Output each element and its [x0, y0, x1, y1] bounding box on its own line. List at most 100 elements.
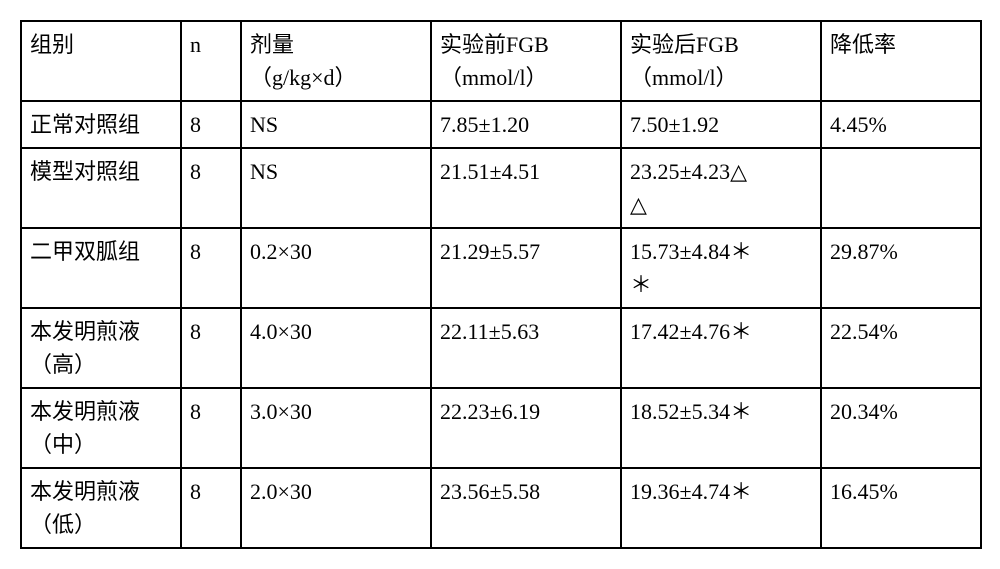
header-text: 剂量 — [250, 28, 422, 61]
cell-group: 模型对照组 — [21, 148, 181, 228]
cell-text: 8 — [190, 315, 232, 348]
cell-rate: 16.45% — [821, 468, 981, 548]
cell-post: 23.25±4.23△△ — [621, 148, 821, 228]
cell-text: 16.45% — [830, 475, 972, 508]
cell-text: 20.34% — [830, 395, 972, 428]
table-row: 本发明煎液（高） 8 4.0×30 22.11±5.63 17.42±4.76＊ 22.5… — [21, 308, 981, 388]
cell-n: 8 — [181, 101, 241, 148]
table-header-row: 组别 n 剂量 （g/kg×d） 实验前FGB （mmol/l） 实验后FGB … — [21, 21, 981, 101]
col-header-post: 实验后FGB （mmol/l） — [621, 21, 821, 101]
cell-pre: 7.85±1.20 — [431, 101, 621, 148]
cell-group: 正常对照组 — [21, 101, 181, 148]
cell-dose: NS — [241, 101, 431, 148]
cell-text: 本发明煎液 — [30, 475, 172, 508]
cell-text: △ — [630, 188, 812, 221]
cell-dose: 3.0×30 — [241, 388, 431, 468]
cell-post: 18.52±5.34＊ — [621, 388, 821, 468]
cell-text: 4.45% — [830, 108, 972, 141]
cell-post: 7.50±1.92 — [621, 101, 821, 148]
cell-text: 0.2×30 — [250, 235, 422, 268]
cell-text: 29.87% — [830, 235, 972, 268]
header-sub: （g/kg×d） — [250, 61, 422, 94]
cell-text: 正常对照组 — [30, 108, 172, 141]
cell-rate: 20.34% — [821, 388, 981, 468]
cell-text: 4.0×30 — [250, 315, 422, 348]
cell-text: （中） — [30, 428, 172, 461]
cell-n: 8 — [181, 388, 241, 468]
cell-text: 18.52±5.34＊ — [630, 395, 812, 428]
header-text: 降低率 — [830, 28, 972, 61]
cell-text: 本发明煎液 — [30, 395, 172, 428]
cell-text: 8 — [190, 235, 232, 268]
cell-n: 8 — [181, 148, 241, 228]
cell-n: 8 — [181, 308, 241, 388]
cell-dose: 2.0×30 — [241, 468, 431, 548]
header-sub: （mmol/l） — [630, 61, 812, 94]
cell-text: 23.25±4.23△ — [630, 155, 812, 188]
data-table: 组别 n 剂量 （g/kg×d） 实验前FGB （mmol/l） 实验后FGB … — [20, 20, 982, 549]
cell-text: （高） — [30, 348, 172, 381]
cell-post: 19.36±4.74＊ — [621, 468, 821, 548]
cell-group: 二甲双胍组 — [21, 228, 181, 308]
cell-post: 17.42±4.76＊ — [621, 308, 821, 388]
cell-text: 23.56±5.58 — [440, 475, 612, 508]
cell-text: 二甲双胍组 — [30, 235, 172, 268]
cell-group: 本发明煎液（中） — [21, 388, 181, 468]
cell-dose: NS — [241, 148, 431, 228]
col-header-dose: 剂量 （g/kg×d） — [241, 21, 431, 101]
cell-text: 21.29±5.57 — [440, 235, 612, 268]
col-header-group: 组别 — [21, 21, 181, 101]
cell-dose: 0.2×30 — [241, 228, 431, 308]
cell-text: 7.50±1.92 — [630, 108, 812, 141]
col-header-pre: 实验前FGB （mmol/l） — [431, 21, 621, 101]
cell-text: 模型对照组 — [30, 155, 172, 188]
cell-post: 15.73±4.84＊＊ — [621, 228, 821, 308]
cell-text: 22.11±5.63 — [440, 315, 612, 348]
cell-text: ＊ — [630, 268, 812, 301]
cell-text: 19.36±4.74＊ — [630, 475, 812, 508]
cell-text: 8 — [190, 395, 232, 428]
cell-text: 8 — [190, 108, 232, 141]
cell-rate: 22.54% — [821, 308, 981, 388]
table-body: 正常对照组 8 NS 7.85±1.20 7.50±1.92 4.45% 模型对照组 8 NS 2… — [21, 101, 981, 548]
table-row: 模型对照组 8 NS 21.51±4.51 23.25±4.23△△ — [21, 148, 981, 228]
cell-text: NS — [250, 108, 422, 141]
cell-group: 本发明煎液（高） — [21, 308, 181, 388]
cell-text: 8 — [190, 155, 232, 188]
cell-text: 本发明煎液 — [30, 315, 172, 348]
cell-text: 21.51±4.51 — [440, 155, 612, 188]
cell-n: 8 — [181, 228, 241, 308]
cell-text: 22.23±6.19 — [440, 395, 612, 428]
header-sub: （mmol/l） — [440, 61, 612, 94]
header-text: n — [190, 28, 232, 61]
cell-text: 17.42±4.76＊ — [630, 315, 812, 348]
cell-dose: 4.0×30 — [241, 308, 431, 388]
header-text: 实验后FGB — [630, 28, 812, 61]
cell-pre: 21.29±5.57 — [431, 228, 621, 308]
table-row: 本发明煎液（低） 8 2.0×30 23.56±5.58 19.36±4.74＊ 16.4… — [21, 468, 981, 548]
cell-text: 3.0×30 — [250, 395, 422, 428]
cell-pre: 22.11±5.63 — [431, 308, 621, 388]
col-header-rate: 降低率 — [821, 21, 981, 101]
cell-n: 8 — [181, 468, 241, 548]
cell-pre: 23.56±5.58 — [431, 468, 621, 548]
cell-pre: 21.51±4.51 — [431, 148, 621, 228]
cell-text: 2.0×30 — [250, 475, 422, 508]
cell-text: 8 — [190, 475, 232, 508]
cell-rate: 4.45% — [821, 101, 981, 148]
cell-text: NS — [250, 155, 422, 188]
table-row: 本发明煎液（中） 8 3.0×30 22.23±6.19 18.52±5.34＊ 20.3… — [21, 388, 981, 468]
col-header-n: n — [181, 21, 241, 101]
cell-rate: 29.87% — [821, 228, 981, 308]
table-row: 二甲双胍组 8 0.2×30 21.29±5.57 15.73±4.84＊＊ 29.87% — [21, 228, 981, 308]
header-text: 实验前FGB — [440, 28, 612, 61]
cell-rate — [821, 148, 981, 228]
cell-pre: 22.23±6.19 — [431, 388, 621, 468]
cell-text: 22.54% — [830, 315, 972, 348]
cell-group: 本发明煎液（低） — [21, 468, 181, 548]
header-text: 组别 — [30, 28, 172, 61]
cell-text: 15.73±4.84＊ — [630, 235, 812, 268]
cell-text: （低） — [30, 508, 172, 541]
table-row: 正常对照组 8 NS 7.85±1.20 7.50±1.92 4.45% — [21, 101, 981, 148]
cell-text: 7.85±1.20 — [440, 108, 612, 141]
